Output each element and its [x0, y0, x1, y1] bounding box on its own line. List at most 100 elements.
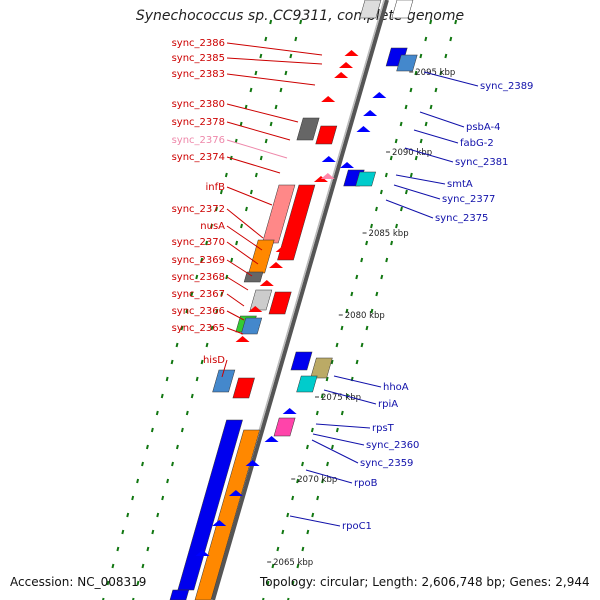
- tick-dot: [434, 87, 438, 93]
- left-leader-line: [226, 259, 253, 277]
- left-gene-label: sync_2385: [172, 53, 225, 64]
- left-gene-label: sync_2366: [172, 306, 225, 317]
- left-leader-line: [226, 121, 291, 141]
- tick-dot: [175, 342, 179, 348]
- tick-dot: [340, 410, 344, 416]
- tick-dot: [210, 325, 214, 331]
- tick-dot: [269, 121, 273, 127]
- right-leader-line: [385, 199, 434, 219]
- left-gene-label: sync_2378: [172, 117, 225, 128]
- kbp-tick-label: 2085 kbp: [369, 229, 409, 239]
- tick-dot: [264, 36, 268, 42]
- right-gene-label: hhoA: [383, 382, 409, 393]
- tick-dot: [190, 393, 194, 399]
- tick-dot: [355, 359, 359, 365]
- gene-feature: [232, 377, 255, 399]
- tick-dot: [264, 138, 268, 144]
- tick-dot: [281, 529, 285, 535]
- tick-dot: [320, 393, 324, 399]
- gene-feature: [243, 271, 264, 283]
- left-gene-label: sync_2368: [172, 272, 225, 283]
- tick-dot: [404, 104, 408, 110]
- right-leader-line: [395, 174, 446, 185]
- tick-dot: [365, 240, 369, 246]
- tick-dot: [279, 87, 283, 93]
- tick-dot: [325, 376, 329, 382]
- gene-feature: [310, 357, 333, 379]
- gene-arrow: [269, 262, 284, 268]
- tick-dot: [286, 512, 290, 518]
- left-leader-line: [226, 42, 323, 56]
- tick-dot: [335, 342, 339, 348]
- right-leader-line: [404, 147, 454, 163]
- tick-dot: [301, 461, 304, 467]
- tick-dot: [205, 342, 209, 348]
- tick-dot: [200, 257, 204, 263]
- tick-dot: [340, 325, 344, 331]
- tick-dot: [374, 206, 378, 212]
- genome-backbone: [211, 0, 389, 600]
- tick-dot: [239, 121, 243, 127]
- tick-dot: [111, 563, 115, 569]
- tick-dot: [384, 172, 388, 178]
- left-leader-line: [226, 208, 264, 239]
- right-leader-line: [413, 129, 459, 144]
- tick-dot: [419, 138, 423, 144]
- tick-dot: [385, 257, 389, 263]
- right-leader-line: [305, 469, 353, 484]
- left-gene-label: infB: [206, 182, 226, 193]
- left-gene-label: sync_2376: [172, 135, 225, 146]
- right-leader-line: [289, 515, 341, 527]
- tick-dot: [102, 597, 105, 600]
- tick-dot: [299, 19, 303, 25]
- tick-dot: [399, 206, 403, 212]
- right-gene-label: sync_2381: [455, 157, 508, 168]
- kbp-tick-label: 2090 kbp: [392, 148, 432, 158]
- gene-feature: [277, 184, 316, 261]
- left-gene-label: sync_2383: [172, 69, 225, 80]
- right-gene-label: sync_2377: [442, 194, 495, 205]
- tick-dot: [296, 563, 300, 569]
- left-leader-line: [221, 359, 228, 378]
- tick-dot: [390, 240, 394, 246]
- right-leader-line: [315, 423, 371, 429]
- tick-dot: [259, 155, 263, 161]
- tick-dot: [305, 444, 309, 450]
- tick-dot: [266, 580, 270, 586]
- tick-dot: [136, 580, 140, 586]
- tick-dot: [335, 427, 339, 433]
- right-leader-line: [423, 71, 479, 87]
- gene-feature: [249, 289, 273, 311]
- tick-dot: [287, 597, 290, 600]
- gene-arrow: [259, 280, 274, 286]
- tick-dot: [170, 359, 174, 365]
- tick-dot: [249, 189, 253, 195]
- tick-dot: [185, 410, 189, 416]
- left-leader-line: [226, 225, 263, 251]
- tick-dot: [136, 478, 140, 484]
- tick-dot: [284, 70, 288, 76]
- tick-dot: [365, 325, 369, 331]
- tick-dot: [220, 291, 224, 297]
- left-leader-line: [226, 276, 249, 291]
- tick-dot: [330, 444, 334, 450]
- gene-arrow: [235, 336, 250, 342]
- tick-dot: [330, 359, 334, 365]
- tick-dot: [315, 410, 319, 416]
- tick-dot: [145, 444, 149, 450]
- gene-arrow: [334, 72, 349, 78]
- kbp-tick-label: 2070 kbp: [297, 475, 337, 485]
- tick-dot: [394, 138, 398, 144]
- tick-dot: [240, 223, 244, 229]
- tick-dot: [150, 427, 154, 433]
- tick-dot: [160, 393, 164, 399]
- tick-dot: [375, 291, 379, 297]
- left-leader-line: [226, 310, 245, 321]
- tick-dot: [316, 495, 320, 501]
- right-leader-line: [419, 111, 465, 128]
- left-leader-line: [226, 73, 316, 86]
- gene-feature: [212, 369, 236, 393]
- gene-feature: [290, 351, 313, 371]
- right-leader-line: [393, 184, 441, 200]
- left-gene-label: sync_2380: [172, 99, 225, 110]
